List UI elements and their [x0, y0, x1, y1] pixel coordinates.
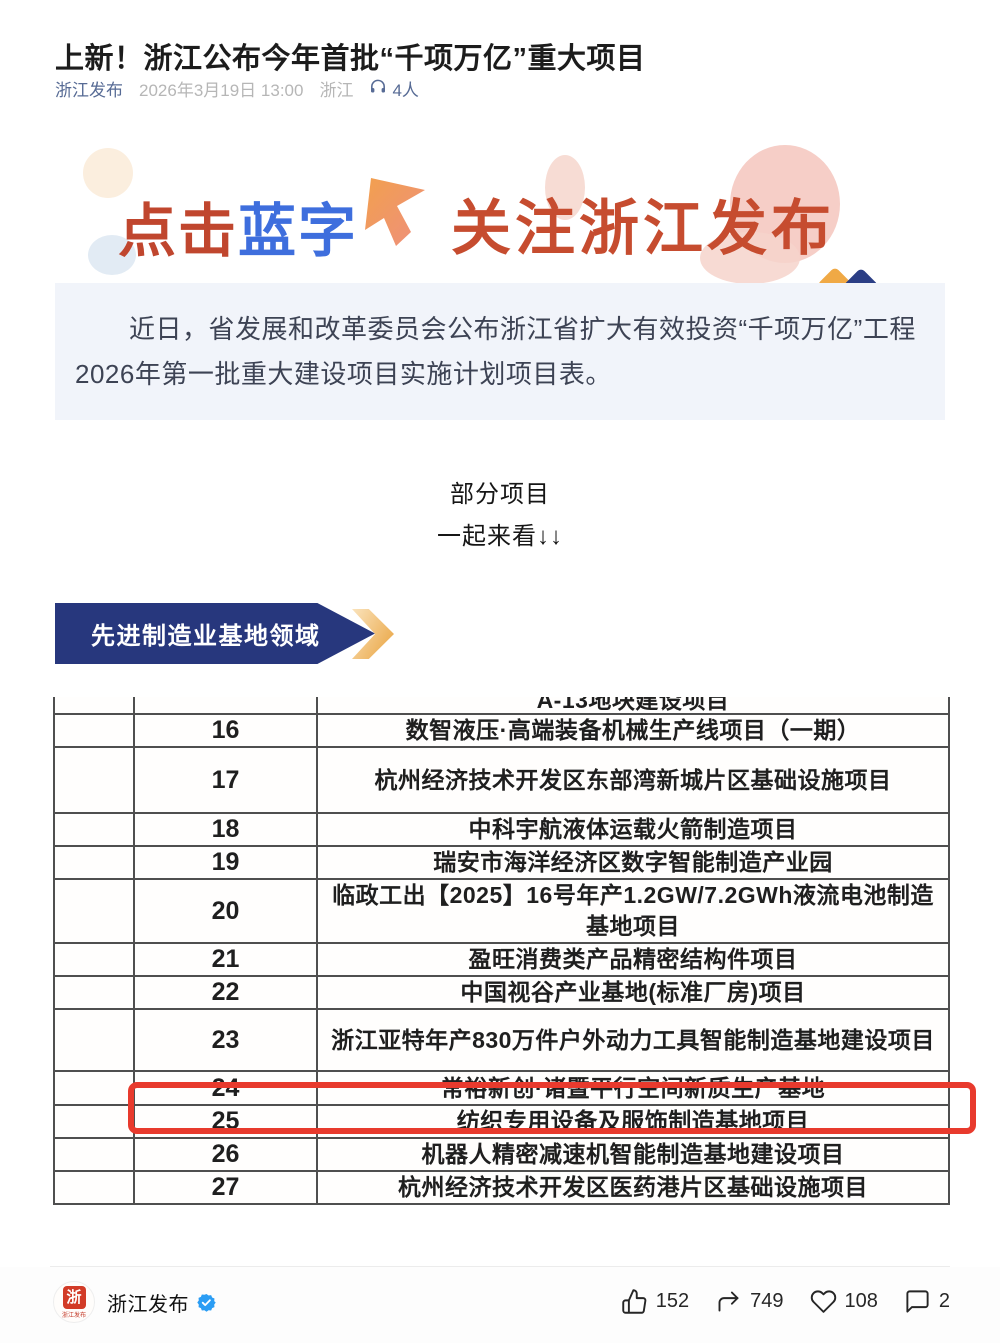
table-row-highlighted: 24 常裕新创·诸暨平行空间新质生产基地: [53, 1070, 950, 1106]
table-cell-project: 浙江亚特年产830万件户外动力工具智能制造基地建设项目: [316, 1008, 950, 1072]
listen-count: 4人: [392, 81, 419, 100]
decor-blob: [700, 232, 800, 284]
table-cell-project: 瑞安市海洋经济区数字智能制造产业园: [316, 845, 950, 880]
table-cell-side: [53, 713, 135, 748]
like-button[interactable]: 152: [621, 1288, 689, 1315]
heart-icon: [810, 1288, 837, 1315]
share-arrow-icon: [715, 1288, 742, 1315]
decor-blob: [545, 155, 585, 220]
table-cell-side: [53, 845, 135, 880]
table-cell-side: [53, 812, 135, 847]
section-ribbon-label: 先进制造业基地领域: [91, 623, 321, 650]
table-cell-project: 数智液压·高端装备机械生产线项目（一期）: [316, 713, 950, 748]
follow-banner[interactable]: 点击蓝字 关注浙江发布: [55, 140, 945, 284]
listen-control[interactable]: 4人: [369, 76, 419, 101]
table-row: 18 中科宇航液体运载火箭制造项目: [53, 812, 950, 847]
table-row: 27 杭州经济技术开发区医药港片区基础设施项目: [53, 1170, 950, 1205]
table-cell-no: 24: [133, 1070, 318, 1106]
table-cell-no: 23: [133, 1008, 318, 1072]
table-cell-side: [53, 942, 135, 977]
table-cell-no: 25: [133, 1104, 318, 1139]
table-cell-no: 17: [133, 746, 318, 814]
cursor-arrow-icon: [363, 176, 427, 252]
table-cell-no: 18: [133, 812, 318, 847]
account-row[interactable]: 浙 浙江发布 浙江发布: [53, 1281, 216, 1323]
comment-button[interactable]: 2: [904, 1288, 950, 1315]
table-cell-project: 杭州经济技术开发区东部湾新城片区基础设施项目: [316, 746, 950, 814]
decor-blob: [88, 235, 136, 275]
table-cell-project: 机器人精密减速机智能制造基地建设项目: [316, 1137, 950, 1172]
table-cell-side: [53, 1170, 135, 1205]
table-cell-project: 常裕新创·诸暨平行空间新质生产基地: [316, 1070, 950, 1106]
table-row: 26 机器人精密减速机智能制造基地建设项目: [53, 1137, 950, 1172]
table-cell-side: [53, 697, 135, 715]
table-cell-project: 纺织专用设备及服饰制造基地项目: [316, 1104, 950, 1139]
table-row: 21 盈旺消费类产品精密结构件项目: [53, 942, 950, 977]
table-cell-side: [53, 746, 135, 814]
lead-line-1: 部分项目: [450, 481, 550, 508]
table-cell-no: [133, 697, 318, 715]
table-row: 22 中国视谷产业基地(标准厂房)项目: [53, 975, 950, 1010]
table-row: 17 杭州经济技术开发区东部湾新城片区基础设施项目: [53, 746, 950, 814]
headphones-icon: [369, 77, 387, 100]
table-cell-side: [53, 1070, 135, 1106]
table-cell-side: [53, 878, 135, 944]
table-cell-side: [53, 975, 135, 1010]
table-cell-project: 盈旺消费类产品精密结构件项目: [316, 942, 950, 977]
projects-table: A-13地块建设项目 16 数智液压·高端装备机械生产线项目（一期） 17 杭州…: [53, 697, 950, 1205]
table-cell-project: 中科宇航液体运载火箭制造项目: [316, 812, 950, 847]
lead-text: 部分项目 一起来看↓↓: [0, 474, 1000, 558]
favorite-count: 108: [844, 1290, 878, 1312]
seal-caption: 浙江发布: [61, 1312, 86, 1319]
footer-band: [0, 1267, 1000, 1343]
table-row: 25 纺织专用设备及服饰制造基地项目: [53, 1104, 950, 1139]
publish-location: 浙江: [319, 81, 354, 100]
seal-icon: 浙: [62, 1285, 86, 1309]
table-cell-no: 21: [133, 942, 318, 977]
table-row: 19 瑞安市海洋经济区数字智能制造产业园: [53, 845, 950, 880]
table-cell-project: A-13地块建设项目: [316, 697, 950, 715]
table-cell-side: [53, 1008, 135, 1072]
table-cell-no: 26: [133, 1137, 318, 1172]
author-link[interactable]: 浙江发布: [55, 81, 123, 100]
table-cell-project: 杭州经济技术开发区医药港片区基础设施项目: [316, 1170, 950, 1205]
verified-badge-icon: [197, 1293, 216, 1312]
table-row: 20 临政工出【2025】16号年产1.2GW/7.2GWh液流电池制造基地项目: [53, 878, 950, 944]
share-count: 749: [750, 1290, 784, 1312]
table-row: 16 数智液压·高端装备机械生产线项目（一期）: [53, 713, 950, 748]
share-button[interactable]: 749: [715, 1288, 784, 1315]
table-cell-side: [53, 1104, 135, 1139]
table-cell-no: 16: [133, 713, 318, 748]
intro-paragraph: 近日，省发展和改革委员会公布浙江省扩大有效投资“千项万亿”工程2026年第一批重…: [55, 283, 945, 420]
comment-count: 2: [938, 1290, 950, 1312]
lead-line-2: 一起来看↓↓: [437, 523, 563, 550]
decor-blob: [83, 148, 133, 198]
account-avatar: 浙 浙江发布: [53, 1281, 95, 1323]
footer-divider: [50, 1266, 950, 1267]
engagement-bar: 152 749 108 2: [621, 1288, 950, 1315]
table-cell-no: 19: [133, 845, 318, 880]
thumbs-up-icon: [621, 1288, 648, 1315]
table-cell-project: 中国视谷产业基地(标准厂房)项目: [316, 975, 950, 1010]
favorite-button[interactable]: 108: [810, 1288, 878, 1315]
table-cell-no: 27: [133, 1170, 318, 1205]
page-title: 上新！浙江公布今年首批“千项万亿”重大项目: [55, 43, 646, 76]
publish-time: 2026年3月19日 13:00: [139, 81, 304, 100]
table-cell-side: [53, 1137, 135, 1172]
table-row-partial: A-13地块建设项目: [53, 697, 950, 715]
table-cell-no: 20: [133, 878, 318, 944]
table-cell-no: 22: [133, 975, 318, 1010]
like-count: 152: [655, 1290, 690, 1312]
table-row: 23 浙江亚特年产830万件户外动力工具智能制造基地建设项目: [53, 1008, 950, 1072]
account-name: 浙江发布: [107, 1293, 189, 1316]
table-cell-project: 临政工出【2025】16号年产1.2GW/7.2GWh液流电池制造基地项目: [316, 878, 950, 944]
byline: 浙江发布 2026年3月19日 13:00 浙江 4人: [55, 76, 419, 101]
banner-click-text: 点击蓝字: [118, 199, 359, 264]
comment-bubble-icon: [904, 1288, 931, 1315]
section-ribbon: 先进制造业基地领域: [55, 603, 375, 664]
banner-follow-text: 关注浙江发布: [451, 195, 835, 262]
